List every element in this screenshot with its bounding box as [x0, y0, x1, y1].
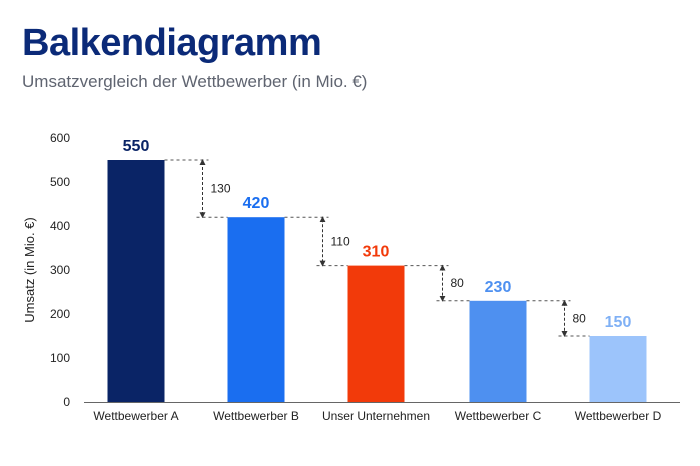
y-tick-label: 300	[50, 263, 70, 277]
bar-value-label: 150	[605, 314, 632, 331]
x-tick-label: Wettbewerber C	[455, 409, 542, 423]
x-tick-label: Unser Unternehmen	[322, 409, 430, 423]
bar	[347, 265, 405, 402]
y-axis-title: Umsatz (in Mio. €)	[22, 217, 37, 322]
y-tick-label: 100	[50, 351, 70, 365]
x-tick-label: Wettbewerber D	[575, 409, 662, 423]
bar-value-label: 230	[485, 279, 512, 296]
bars: 550 420 310 230 150	[107, 138, 647, 402]
bar	[469, 300, 527, 402]
y-axis: 0 100 200 300 400 500 600 Umsatz (in Mio. €)	[22, 131, 70, 409]
difference-label: 130	[211, 182, 231, 196]
page-subtitle: Umsatzvergleich der Wettbewerber (in Mio…	[22, 72, 368, 91]
y-tick-label: 200	[50, 307, 70, 321]
difference-label: 80	[451, 276, 465, 290]
bar-value-label: 310	[363, 244, 390, 261]
x-tick-label: Wettbewerber A	[93, 409, 178, 423]
difference-annotations: 130 110 80 80	[164, 159, 590, 337]
bar	[107, 160, 165, 402]
bar-value-label: 550	[123, 138, 150, 155]
bar	[227, 217, 285, 402]
page-title: Balkendiagramm	[22, 22, 322, 64]
bar	[589, 336, 647, 402]
y-tick-label: 600	[50, 131, 70, 145]
y-tick-label: 400	[50, 219, 70, 233]
bar-value-label: 420	[243, 195, 270, 212]
y-tick-label: 0	[63, 395, 70, 409]
x-tick-label: Wettbewerber B	[213, 409, 299, 423]
y-tick-label: 500	[50, 175, 70, 189]
x-axis: Wettbewerber A Wettbewerber B Unser Untern…	[84, 402, 680, 423]
difference-label: 110	[331, 234, 350, 248]
difference-label: 80	[573, 311, 587, 325]
